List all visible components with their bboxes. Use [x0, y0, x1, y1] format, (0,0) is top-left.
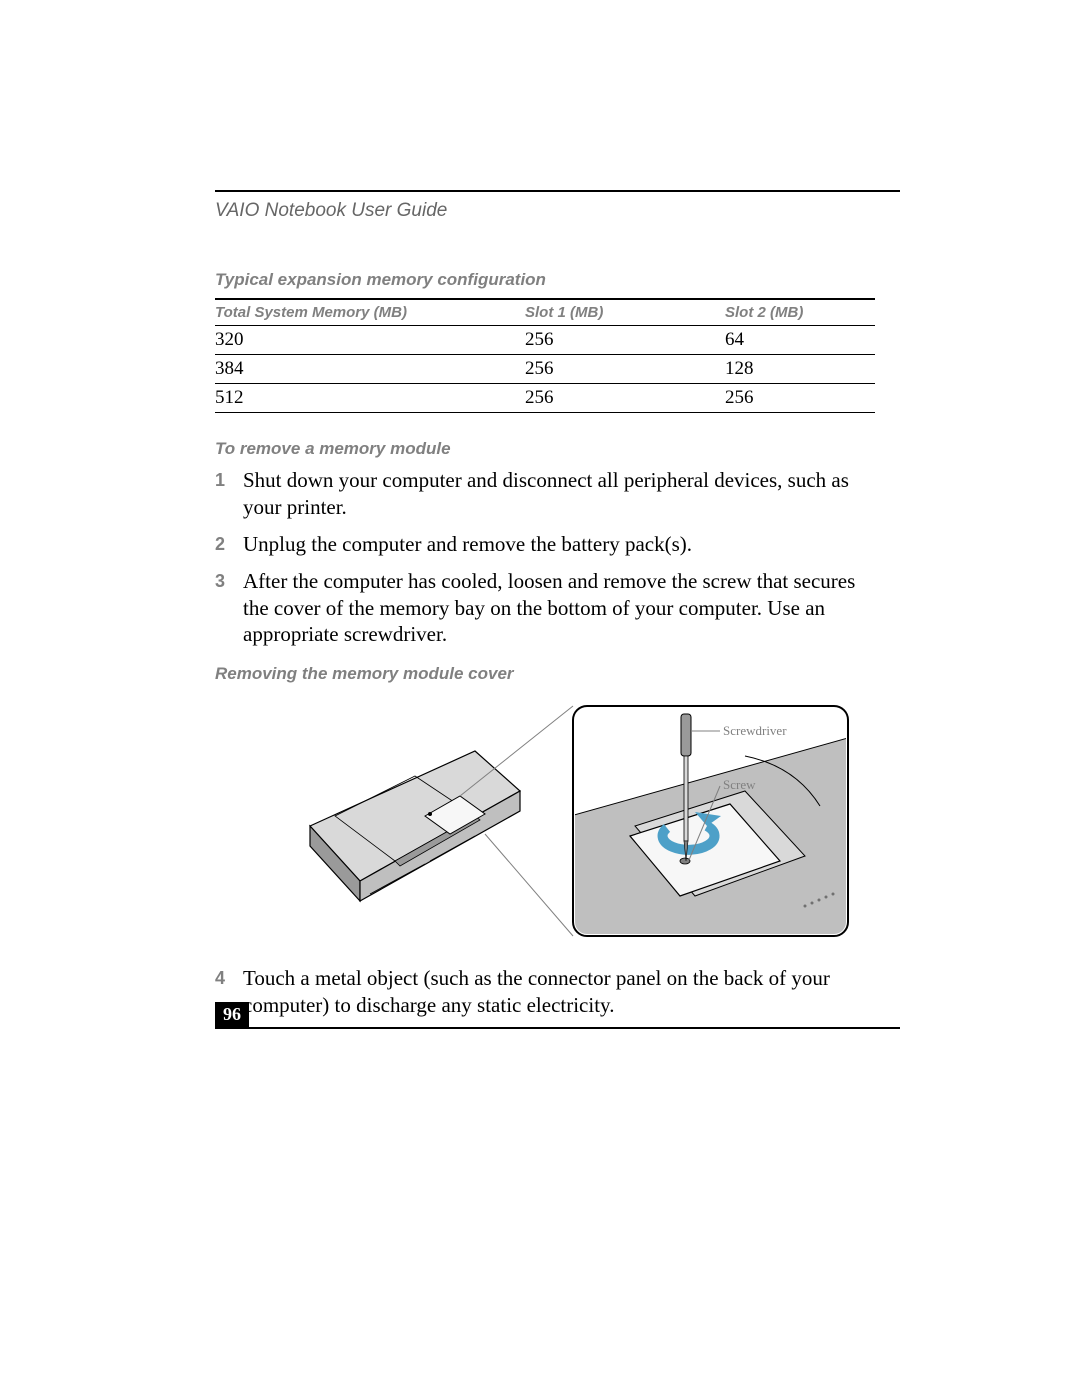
list-item: 1 Shut down your computer and disconnect…	[215, 467, 875, 521]
manual-page: VAIO Notebook User Guide Typical expansi…	[0, 0, 1080, 1397]
col-header-slot2: Slot 2 (MB)	[725, 299, 875, 326]
step-text: Unplug the computer and remove the batte…	[243, 531, 875, 558]
list-item: 2 Unplug the computer and remove the bat…	[215, 531, 875, 558]
col-header-total: Total System Memory (MB)	[215, 299, 525, 326]
table-row: 384 256 128	[215, 355, 875, 384]
label-screwdriver: Screwdriver	[723, 723, 787, 738]
step-text: Shut down your computer and disconnect a…	[243, 467, 875, 521]
page-number: 96	[215, 1002, 249, 1027]
footer-rule	[215, 1027, 900, 1029]
list-item: 4 Touch a metal object (such as the conn…	[215, 965, 875, 1019]
page-running-header: VAIO Notebook User Guide	[215, 200, 900, 222]
step-number: 1	[215, 467, 243, 521]
post-figure-steps: 4 Touch a metal object (such as the conn…	[215, 965, 875, 1019]
step-number: 3	[215, 568, 243, 649]
cell-total: 384	[215, 355, 525, 384]
memory-cover-figure: Screwdriver Screw	[275, 696, 855, 951]
cell-total: 512	[215, 384, 525, 413]
cell-slot1: 256	[525, 355, 725, 384]
cell-slot1: 256	[525, 326, 725, 355]
figure-caption: Removing the memory module cover	[215, 664, 900, 684]
memory-cover-illustration: Screwdriver Screw	[275, 696, 855, 946]
col-header-slot1: Slot 1 (MB)	[525, 299, 725, 326]
list-item: 3 After the computer has cooled, loosen …	[215, 568, 875, 649]
cell-slot2: 64	[725, 326, 875, 355]
memory-config-table: Total System Memory (MB) Slot 1 (MB) Slo…	[215, 298, 875, 413]
leader-line	[460, 706, 573, 796]
cell-slot2: 256	[725, 384, 875, 413]
cell-total: 320	[215, 326, 525, 355]
table-row: 320 256 64	[215, 326, 875, 355]
cell-slot1: 256	[525, 384, 725, 413]
step-text: After the computer has cooled, loosen an…	[243, 568, 875, 649]
leader-line	[485, 834, 573, 936]
cell-slot2: 128	[725, 355, 875, 384]
step-text: Touch a metal object (such as the connec…	[243, 965, 875, 1019]
label-screw: Screw	[723, 777, 756, 792]
table-row: 512 256 256	[215, 384, 875, 413]
top-rule	[215, 190, 900, 192]
table-caption: Typical expansion memory configuration	[215, 270, 900, 290]
table-header-row: Total System Memory (MB) Slot 1 (MB) Slo…	[215, 299, 875, 326]
remove-steps-list: 1 Shut down your computer and disconnect…	[215, 467, 875, 648]
step-number: 2	[215, 531, 243, 558]
remove-module-heading: To remove a memory module	[215, 439, 900, 459]
